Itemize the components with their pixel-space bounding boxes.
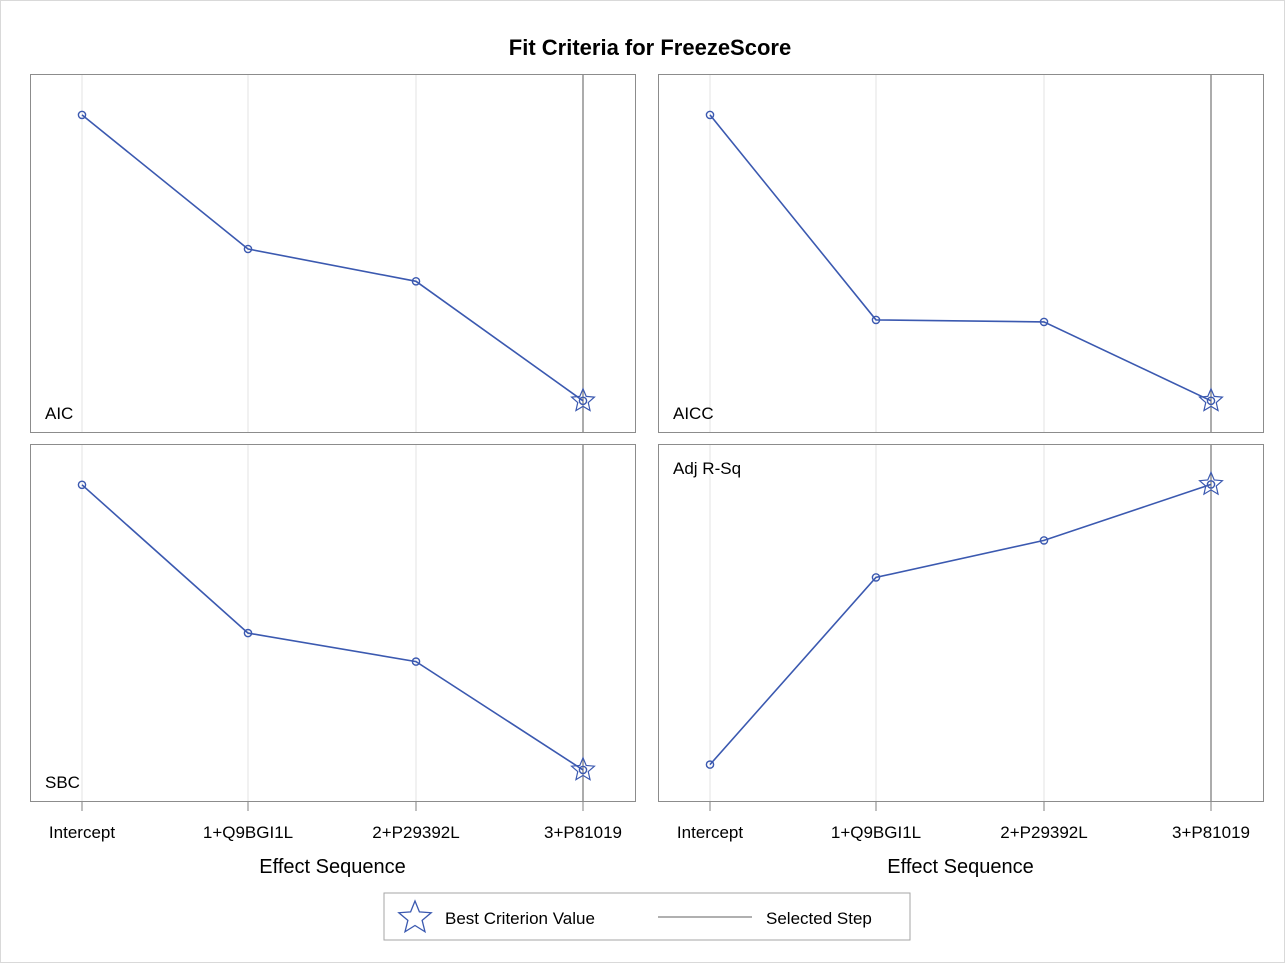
data-point (77, 480, 87, 490)
legend-box (383, 892, 911, 941)
data-point (1206, 480, 1216, 489)
chart-title: Fit Criteria for FreezeScore (509, 35, 791, 60)
data-point (243, 628, 253, 638)
x-tick-label: Intercept (677, 823, 743, 842)
best-criterion-star (570, 387, 596, 412)
series-line (709, 114, 1212, 402)
data-point (705, 110, 715, 120)
x-tick-label: 2+P29392L (1000, 823, 1087, 842)
legend-star-icon (397, 899, 433, 934)
data-point (578, 765, 588, 775)
data-point (411, 657, 421, 666)
data-point (411, 276, 421, 286)
x-tick-label: 1+Q9BGI1L (203, 823, 293, 842)
data-point (1039, 536, 1049, 545)
panel-label: AICC (673, 404, 714, 423)
x-axis-left: Intercept 1+Q9BGI1L 2+P29392L 3+P81019 Effec… (49, 802, 622, 878)
panel-label: Adj R-Sq (673, 459, 741, 478)
data-point (578, 396, 588, 406)
data-point (1206, 396, 1216, 406)
panels: AIC AICC SBC Adj R-Sq (30, 74, 1264, 802)
panel-label: SBC (45, 773, 80, 792)
panel-label: AIC (45, 404, 73, 423)
data-point (77, 110, 87, 120)
x-tick-label: 1+Q9BGI1L (831, 823, 921, 842)
data-point (871, 573, 881, 582)
best-criterion-star (1198, 470, 1224, 496)
data-point (705, 760, 715, 769)
best-criterion-star (570, 756, 596, 781)
x-axis-right: Intercept 1+Q9BGI1L 2+P29392L 3+P81019 Effec… (677, 802, 1250, 878)
panel-top-right: AICC (658, 74, 1264, 433)
panel-bottom-right: Adj R-Sq (658, 444, 1264, 802)
panel-top-left: AIC (30, 74, 636, 433)
series-line (81, 484, 584, 771)
series-line (709, 483, 1212, 766)
data-point (243, 244, 253, 254)
legend: Best Criterion Value Selected Step (383, 892, 911, 941)
x-axis-label: Effect Sequence (887, 856, 1033, 878)
panel-bottom-left: SBC (30, 444, 636, 802)
data-point (1039, 317, 1049, 327)
panel-frame (658, 74, 1264, 433)
x-tick-label: Intercept (49, 823, 115, 842)
panel-frame (658, 444, 1264, 802)
x-tick-label: 3+P81019 (544, 823, 622, 842)
panel-frame (30, 74, 636, 433)
best-criterion-star (1198, 387, 1224, 412)
x-axes: Intercept 1+Q9BGI1L 2+P29392L 3+P81019 Effec… (49, 802, 1250, 878)
panel-frame (30, 444, 636, 802)
x-tick-label: 2+P29392L (372, 823, 459, 842)
x-tick-label: 3+P81019 (1172, 823, 1250, 842)
legend-best-label: Best Criterion Value (445, 909, 595, 928)
data-point (871, 315, 881, 325)
legend-selected-label: Selected Step (766, 909, 872, 928)
series-line (81, 114, 584, 402)
x-axis-label: Effect Sequence (259, 856, 405, 878)
